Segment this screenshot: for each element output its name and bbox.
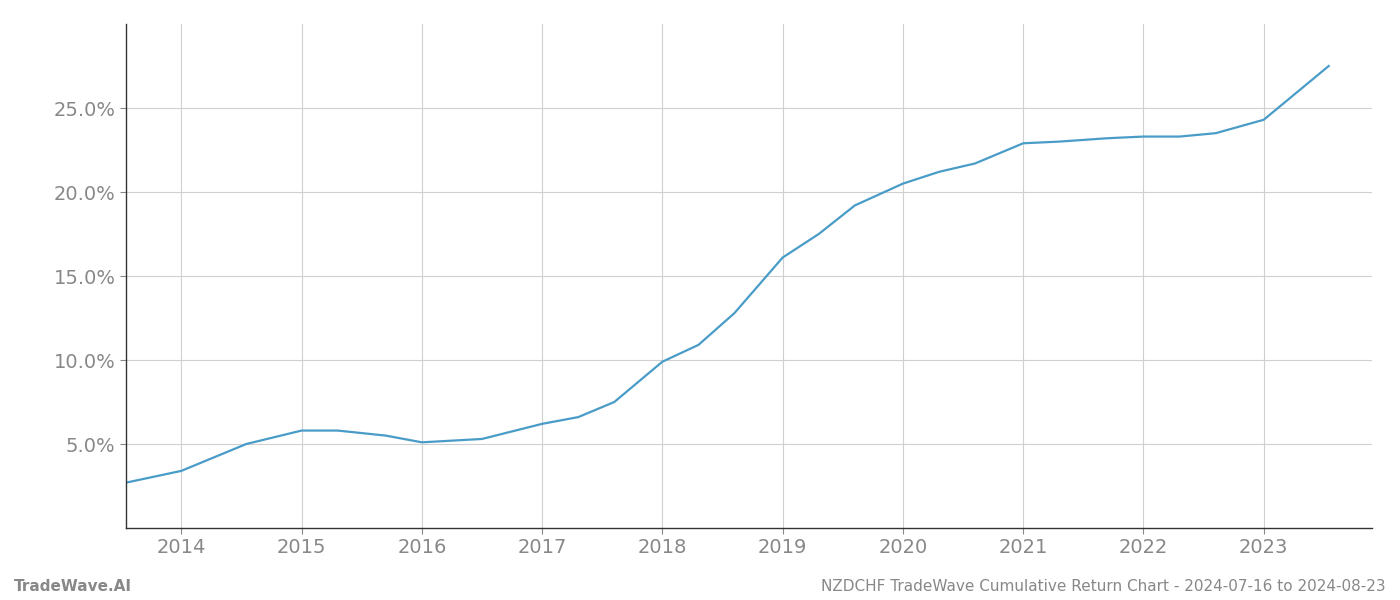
Text: NZDCHF TradeWave Cumulative Return Chart - 2024-07-16 to 2024-08-23: NZDCHF TradeWave Cumulative Return Chart… [822, 579, 1386, 594]
Text: TradeWave.AI: TradeWave.AI [14, 579, 132, 594]
